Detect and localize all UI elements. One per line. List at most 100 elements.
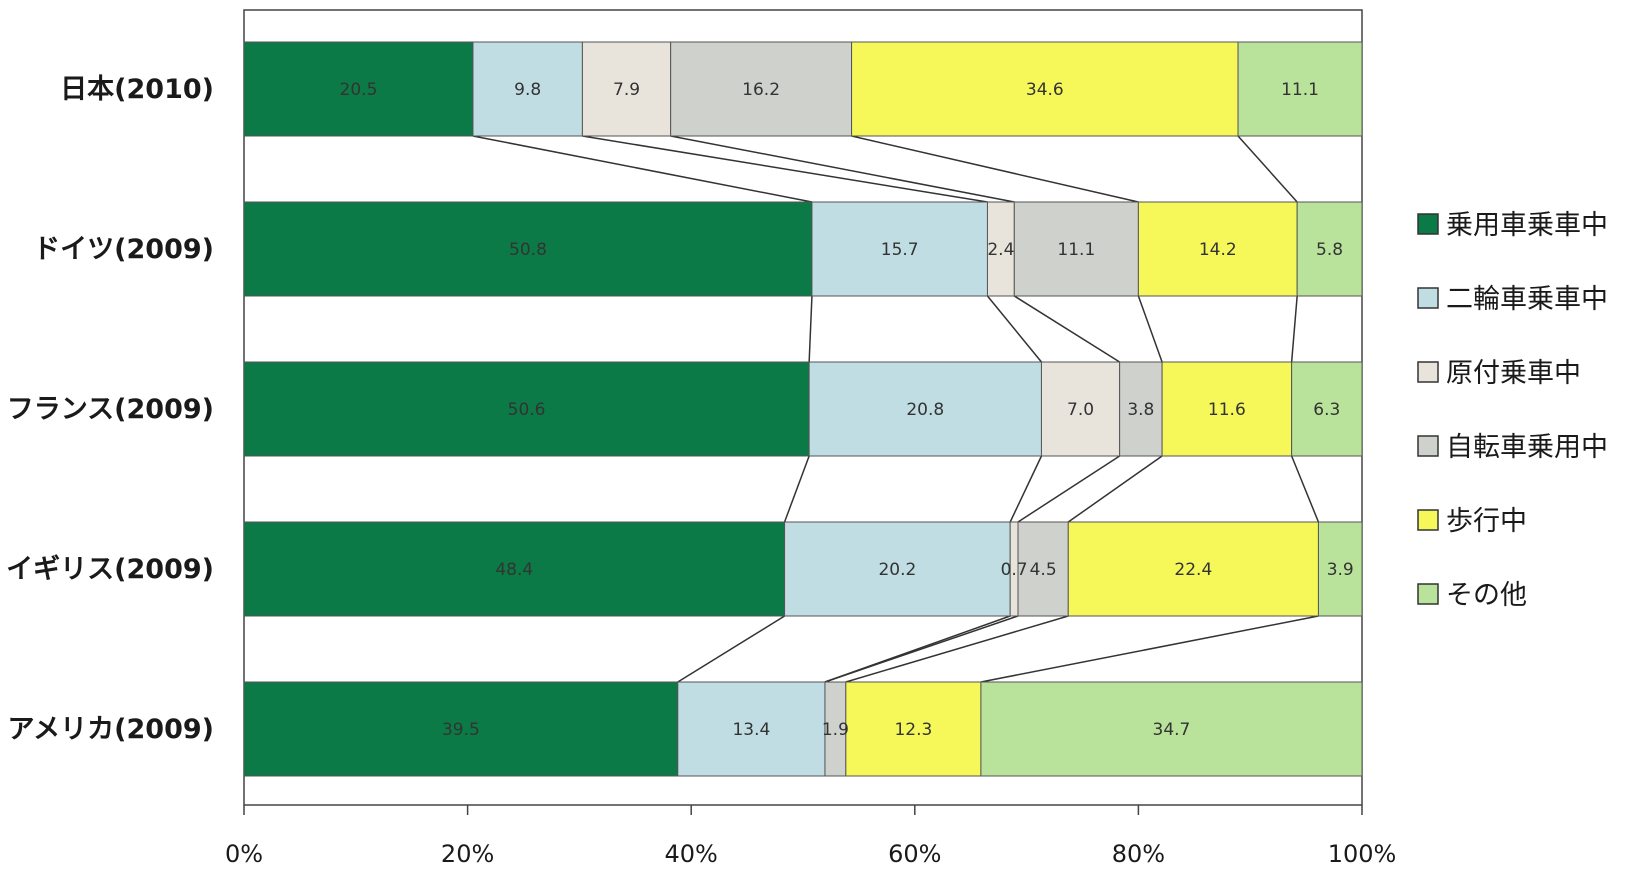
data-label: 22.4: [1174, 560, 1212, 580]
data-label: 50.6: [508, 400, 546, 420]
series-line: [582, 135, 988, 203]
bar-segment: [243, 521, 786, 617]
data-label: 34.6: [1026, 80, 1064, 100]
bar-segment: [808, 361, 1042, 457]
legend-swatch: [1417, 361, 1439, 383]
bar-segment: [677, 681, 826, 777]
series-line: [670, 135, 1015, 203]
x-tick-label: 60%: [888, 840, 941, 868]
data-label: 11.1: [1281, 80, 1319, 100]
series-line: [1067, 455, 1163, 523]
series-line: [1137, 295, 1163, 363]
data-label: 20.8: [906, 400, 944, 420]
series-line: [1017, 455, 1121, 523]
series-line: [851, 135, 1139, 203]
bar-segment: [1291, 361, 1363, 457]
series-line: [980, 615, 1319, 683]
data-label: 9.8: [514, 80, 541, 100]
data-label: 5.8: [1316, 240, 1343, 260]
series-line: [845, 615, 1069, 683]
bar-segment: [784, 521, 1011, 617]
bar-segment: [1067, 521, 1319, 617]
data-label: 4.5: [1030, 560, 1057, 580]
series-line: [1013, 295, 1121, 363]
bar-segment: [472, 41, 583, 137]
legend-label: その他: [1446, 580, 1527, 611]
bar-segments: [243, 41, 1363, 777]
data-label: 11.6: [1208, 400, 1246, 420]
bar-segment: [986, 201, 1015, 297]
legend-label: 自転車乗用中: [1446, 432, 1608, 463]
data-label: 14.2: [1199, 240, 1237, 260]
bar-segment: [1013, 201, 1139, 297]
data-label: 20.2: [878, 560, 916, 580]
data-label: 3.8: [1127, 400, 1154, 420]
legend-label: 歩行中: [1446, 506, 1527, 537]
data-label: 16.2: [742, 80, 780, 100]
data-label: 15.7: [881, 240, 919, 260]
bar-segment: [243, 361, 810, 457]
bar-segment: [1040, 361, 1121, 457]
category-label: フランス(2009): [7, 394, 214, 425]
category-label: アメリカ(2009): [8, 714, 214, 745]
x-tick-label: 100%: [1328, 840, 1397, 868]
legend-swatch: [1417, 509, 1439, 531]
data-labels: 20.5 9.8 7.9 16.2 34.6 11.1 50.8 15.7 2.4 11.1 14.…: [340, 80, 1354, 740]
bar-segment: [670, 41, 853, 137]
bar-segment: [1017, 521, 1069, 617]
bar-segment: [1317, 521, 1363, 617]
data-label: 2.4: [987, 240, 1014, 260]
x-tick-label: 80%: [1112, 840, 1165, 868]
x-tick-label: 0%: [225, 840, 263, 868]
legend-swatch: [1417, 287, 1439, 309]
series-line: [1290, 455, 1320, 523]
data-label: 6.3: [1313, 400, 1340, 420]
series-line: [1009, 455, 1043, 523]
legend-label: 乗用車乗車中: [1446, 210, 1608, 241]
category-label: イギリス(2009): [6, 554, 214, 585]
data-label: 0.7: [1001, 560, 1028, 580]
bar-segment: [851, 41, 1239, 137]
x-tick-label: 20%: [441, 840, 494, 868]
data-label: 12.3: [894, 720, 932, 740]
x-axis: 0% 20% 40% 60% 80% 100%: [225, 805, 1396, 868]
legend-label: 二輪車乗車中: [1446, 284, 1608, 315]
data-label: 13.4: [732, 720, 770, 740]
data-label: 20.5: [340, 80, 378, 100]
bar-segment: [1119, 361, 1163, 457]
legend-swatch: [1417, 213, 1439, 235]
series-line: [986, 295, 1043, 363]
category-label: 日本(2010): [60, 74, 214, 105]
series-line: [783, 455, 810, 523]
legend-label: 原付乗車中: [1446, 358, 1581, 389]
series-line: [1290, 295, 1298, 363]
data-label: 48.4: [495, 560, 533, 580]
data-label: 7.9: [613, 80, 640, 100]
series-line: [808, 295, 813, 363]
category-label: ドイツ(2009): [33, 234, 214, 265]
series-line: [824, 615, 1019, 683]
x-tick-label: 40%: [665, 840, 718, 868]
data-label: 1.9: [822, 720, 849, 740]
bar-segment: [811, 201, 988, 297]
category-labels: 日本(2010) ドイツ(2009) フランス(2009) イギリス(2009) アメリ…: [6, 74, 214, 745]
data-label: 11.1: [1057, 240, 1095, 260]
series-line: [1237, 135, 1298, 203]
data-label: 50.8: [509, 240, 547, 260]
data-label: 7.0: [1067, 400, 1094, 420]
data-label: 34.7: [1153, 720, 1191, 740]
data-label: 3.9: [1327, 560, 1354, 580]
bar-segment: [980, 681, 1363, 777]
legend-swatch: [1417, 583, 1439, 605]
bar-segment: [1161, 361, 1293, 457]
bar-segment: [243, 41, 474, 137]
bar-segment: [1237, 41, 1363, 137]
bar-segment: [1137, 201, 1298, 297]
series-lines: [472, 135, 1320, 683]
legend-swatch: [1417, 435, 1439, 457]
bar-segment: [243, 201, 813, 297]
series-line: [472, 135, 813, 203]
data-label: 39.5: [442, 720, 480, 740]
